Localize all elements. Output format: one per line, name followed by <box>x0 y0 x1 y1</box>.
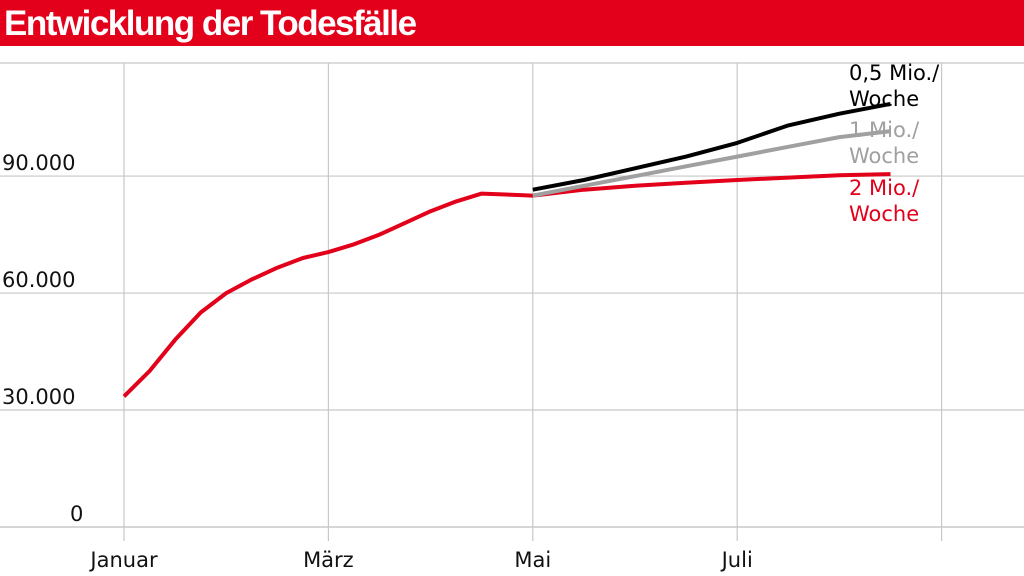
series-line <box>532 101 891 192</box>
x-tick-label: Mai <box>514 548 551 572</box>
x-tick-label: Januar <box>88 548 158 572</box>
chart-title: Entwicklung der Todesfälle <box>4 4 417 43</box>
series-label: 1 Mio./ <box>849 118 920 142</box>
series-label: 0,5 Mio./ <box>849 61 940 85</box>
y-tick-label: 60.000 <box>2 268 75 292</box>
x-tick-label: März <box>303 548 354 572</box>
series-label: 2 Mio./ <box>849 176 920 200</box>
series-label: Woche <box>849 202 919 226</box>
y-tick-label: 0 <box>70 502 83 526</box>
y-tick-label: 30.000 <box>2 385 75 409</box>
x-tick-label: Juli <box>720 548 753 572</box>
series-label: Woche <box>849 87 919 111</box>
series-lines <box>122 101 891 398</box>
y-tick-label: 90.000 <box>2 151 75 175</box>
series-label: Woche <box>849 144 919 168</box>
series-line <box>532 129 891 198</box>
chart-title-bar: Entwicklung der Todesfälle <box>0 0 1024 46</box>
axes: 0 30.000 60.000 90.000 Januar März Mai Juli <box>0 151 1024 572</box>
series-line <box>122 172 891 398</box>
